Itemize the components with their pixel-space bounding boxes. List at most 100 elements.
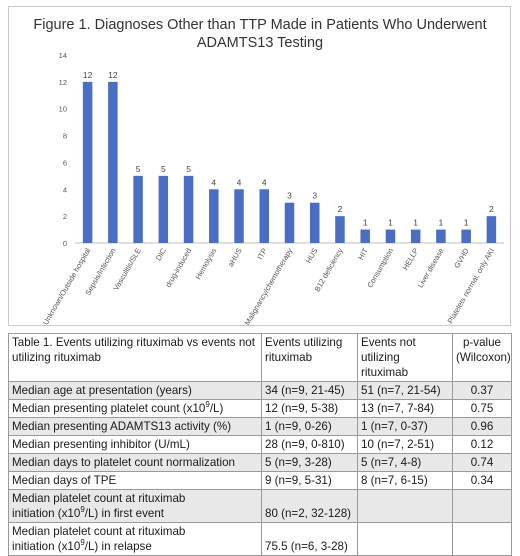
bar xyxy=(309,202,320,243)
bar-value-label: 3 xyxy=(312,191,317,201)
bar-value-label: 4 xyxy=(262,177,267,187)
x-tick-label: Consumption xyxy=(365,247,395,290)
bar-value-label: 3 xyxy=(287,191,292,201)
bar xyxy=(259,189,270,243)
cell-p: 0.74 xyxy=(452,453,512,472)
row-label-text: Median platelet count at rituximab xyxy=(12,492,186,505)
bar xyxy=(461,229,471,243)
bar xyxy=(133,175,143,243)
col-header-with-rituximab: Events utilizing rituximab xyxy=(261,333,358,382)
row-label-sup: 9 xyxy=(80,538,85,548)
row-label: Median days to platelet count normalizat… xyxy=(8,453,262,472)
x-tick-label: Malignancy/chemotherapy xyxy=(243,246,295,327)
cell-with: 75.5 (n=6, 3-28) xyxy=(261,522,358,556)
bar xyxy=(209,189,219,243)
row-label: Median presenting inhibitor (U/mL) xyxy=(8,435,262,454)
y-tick-label: 6 xyxy=(63,158,67,167)
col-header-without-rituximab: Events not utilizing rituximab xyxy=(357,333,453,382)
bar-value-label: 4 xyxy=(211,177,216,187)
row-label: Median presenting ADAMTS13 activity (%) xyxy=(8,417,262,436)
x-tick-label: DIC xyxy=(154,246,169,262)
bar-value-label: 1 xyxy=(464,218,469,228)
x-tick-label: Hemolysis xyxy=(193,246,218,281)
y-tick-label: 8 xyxy=(63,132,67,141)
table-row: Median platelet count at rituximab initia… xyxy=(8,489,512,523)
bar-value-label: 12 xyxy=(108,70,118,80)
cell-without: 8 (n=7, 6-15) xyxy=(357,471,453,490)
y-tick-label: 4 xyxy=(63,185,67,194)
rituximab-table: Table 1. Events utilizing rituximab vs e… xyxy=(8,333,512,556)
bar-value-label: 12 xyxy=(83,70,93,80)
x-tick-label: ITP xyxy=(255,247,269,262)
y-tick-label: 0 xyxy=(63,239,67,248)
table-row: Median platelet count at rituximab initia… xyxy=(8,522,512,556)
bar xyxy=(108,81,118,243)
col-header-p-value: p-value (Wilcoxon) xyxy=(452,333,512,382)
y-axis: 0 2 4 6 8 10 12 14 xyxy=(59,51,67,248)
x-tick-label: HUS xyxy=(304,247,320,265)
cell-with: 28 (n=9, 0-810) xyxy=(261,435,358,454)
y-tick-label: 10 xyxy=(59,105,67,114)
bar xyxy=(284,202,295,243)
x-tick-label: Unknown/Outside hospital xyxy=(41,246,93,326)
cell-without: 51 (n=7, 21-54) xyxy=(357,381,453,400)
bar-value-label: 2 xyxy=(338,204,343,214)
row-label: Median presenting platelet count (x109/L… xyxy=(8,399,262,418)
bar-value-label: 1 xyxy=(439,218,444,228)
cell-p: 0.37 xyxy=(452,381,512,400)
y-tick-label: 12 xyxy=(59,78,67,87)
table-1: Table 1. Events utilizing rituximab vs e… xyxy=(8,333,512,556)
bars xyxy=(82,81,497,243)
cell-without: 1 (n=7, 0-37) xyxy=(357,417,453,436)
x-tick-label: aHUS xyxy=(226,247,244,269)
y-tick-label: 2 xyxy=(63,212,67,221)
chart-title-line1: Figure 1. Diagnoses Other than TTP Made … xyxy=(33,17,486,33)
bar-value-label: 4 xyxy=(237,177,242,187)
row-label-text: initiation (x10 xyxy=(12,507,81,520)
bar xyxy=(335,216,345,243)
table-row: Median presenting ADAMTS13 activity (%) … xyxy=(8,417,512,436)
row-label: Median platelet count at rituximab initia… xyxy=(8,522,262,556)
cell-p: 0.96 xyxy=(452,417,512,436)
bar xyxy=(82,81,93,243)
cell-without: 5 (n=7, 4-8) xyxy=(357,453,453,472)
row-label-text: /L) in relapse xyxy=(84,540,152,553)
bar xyxy=(436,229,446,243)
table-row: Median days of TPE 9 (n=9, 5-31) 8 (n=7,… xyxy=(8,471,512,490)
y-tick-label: 14 xyxy=(59,51,67,60)
table-row: Median presenting platelet count (x109/L… xyxy=(8,399,512,418)
table-header-row: Table 1. Events utilizing rituximab vs e… xyxy=(8,333,512,382)
table-row: Median days to platelet count normalizat… xyxy=(8,453,512,472)
cell-with: 9 (n=9, 5-31) xyxy=(261,471,358,490)
cell-with: 1 (n=9, 0-26) xyxy=(261,417,358,436)
cell-without xyxy=(357,489,453,523)
x-tick-label: Platelets normal, only AKI xyxy=(446,246,497,325)
bar xyxy=(486,216,497,243)
cell-p xyxy=(452,489,512,523)
row-label-text: Median presenting platelet count (x10 xyxy=(12,402,206,415)
bar-value-label: 5 xyxy=(186,164,191,174)
bar-value-label: 5 xyxy=(161,164,166,174)
row-label-text: /L) in first event xyxy=(84,507,165,520)
table-row: Median age at presentation (years) 34 (n… xyxy=(8,381,512,400)
bar xyxy=(158,175,169,243)
bar-value-label: 1 xyxy=(413,218,418,228)
row-label-text: initiation (x10 xyxy=(12,540,81,553)
table-caption: Table 1. Events utilizing rituximab vs e… xyxy=(8,333,262,382)
cell-without: 10 (n=7, 2-51) xyxy=(357,435,453,454)
cell-p: 0.12 xyxy=(452,435,512,454)
x-tick-label: GVHD xyxy=(452,246,471,270)
row-label-sup: 9 xyxy=(205,400,210,410)
row-label-text: /L) xyxy=(209,402,224,415)
row-label: Median age at presentation (years) xyxy=(8,381,262,400)
chart-title-line2: ADAMTS13 Testing xyxy=(197,35,323,51)
row-label-text: Median platelet count at rituximab xyxy=(12,525,186,538)
cell-with: 80 (n=2, 32-128) xyxy=(261,489,358,523)
x-tick-label: HELLP xyxy=(401,247,421,272)
table-row: Median presenting inhibitor (U/mL) 28 (n… xyxy=(8,435,512,454)
cell-p: 0.34 xyxy=(452,471,512,490)
row-label: Median platelet count at rituximab initia… xyxy=(8,489,262,523)
x-tick-label: HIT xyxy=(356,246,370,261)
bar-value-label: 1 xyxy=(388,218,393,228)
x-tick-label: drug-induced xyxy=(164,247,194,289)
